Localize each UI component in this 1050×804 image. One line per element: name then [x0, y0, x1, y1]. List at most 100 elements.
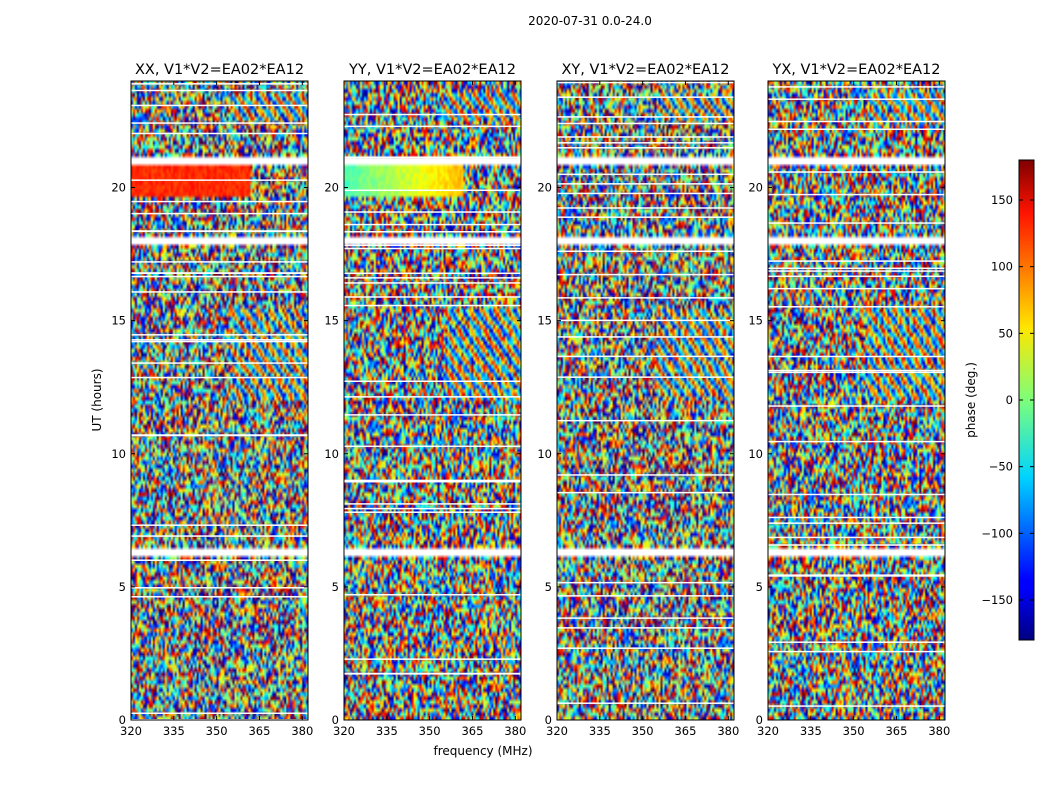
flag-line	[557, 617, 734, 619]
flag-line	[557, 549, 734, 552]
x-tick-label: 365	[248, 724, 270, 738]
flag-line	[344, 503, 521, 505]
x-tick-label: 380	[291, 724, 313, 738]
flag-line	[344, 445, 521, 448]
x-tick-label: 350	[843, 724, 865, 738]
flag-line	[344, 658, 521, 660]
x-tick-label: 335	[589, 724, 611, 738]
flag-line	[768, 120, 945, 123]
flag-line	[557, 136, 734, 138]
flag-line	[344, 160, 521, 162]
flag-line	[768, 275, 945, 278]
flag-line	[557, 336, 734, 338]
phase-heatmap-xx	[131, 81, 308, 720]
flag-line	[768, 222, 945, 224]
flag-line	[768, 260, 945, 262]
x-tick-label: 335	[163, 724, 185, 738]
flag-line	[344, 231, 521, 233]
flag-line	[557, 116, 734, 118]
flag-line	[131, 339, 308, 341]
panel-xx: XX, V1*V2=EA02*EA12 320 335 350 365 380 0 5 10 15…	[111, 62, 313, 738]
flag-line	[131, 83, 308, 85]
axis-labels-group: frequency (MHz) UT (hours)	[90, 368, 533, 758]
y-tick-label: 0	[119, 713, 126, 727]
flag-line	[344, 593, 521, 596]
flag-line	[131, 261, 308, 263]
figure-title: 2020-07-31 0.0-24.0	[528, 14, 652, 28]
flag-line	[344, 507, 521, 510]
flag-line	[768, 641, 945, 643]
flag-line	[131, 122, 308, 124]
flag-line	[344, 673, 521, 675]
axes-frame	[556, 80, 735, 721]
flag-line	[768, 522, 945, 524]
colorbar-tick-label: 100	[991, 260, 1013, 274]
flag-line	[131, 242, 308, 244]
x-tick-label: 335	[376, 724, 398, 738]
panel-yy: YY, V1*V2=EA02*EA12 320 335 350 365 380 0 5 10 15…	[324, 62, 526, 738]
y-tick-label: 5	[756, 580, 763, 594]
flag-line	[131, 104, 308, 107]
x-tick-label: 320	[757, 724, 779, 738]
flag-line	[131, 230, 308, 232]
flag-line	[131, 376, 308, 379]
y-tick-label: 5	[545, 580, 552, 594]
y-tick-label: 20	[748, 181, 763, 195]
phase-heatmap-yx	[768, 81, 945, 720]
flag-line	[557, 192, 734, 195]
flag-line	[131, 272, 308, 274]
flag-line	[557, 142, 734, 144]
flag-line	[557, 122, 734, 125]
flag-line	[768, 493, 945, 496]
flag-line	[131, 179, 308, 181]
flag-line	[344, 396, 521, 398]
flag-line	[557, 183, 734, 185]
flag-line	[768, 267, 945, 270]
flag-line	[344, 277, 521, 279]
colorbar: −150 −100 −50 0 50 100 150 phase (deg.)	[964, 159, 1035, 641]
flag-line	[344, 211, 521, 213]
flag-line	[344, 272, 521, 275]
flag-line	[131, 340, 308, 343]
flag-line	[557, 273, 734, 276]
y-tick-label: 0	[545, 713, 552, 727]
y-axis-label: UT (hours)	[90, 368, 104, 431]
flag-line	[557, 581, 734, 584]
flag-line	[768, 171, 945, 173]
flag-line	[344, 223, 521, 226]
x-tick-label: 320	[333, 724, 355, 738]
flag-line	[131, 535, 308, 537]
colorbar-tick-label: 50	[998, 326, 1013, 340]
flag-line	[344, 296, 521, 298]
x-tick-label: 320	[120, 724, 142, 738]
x-tick-label: 350	[632, 724, 654, 738]
flag-line	[344, 125, 521, 128]
flag-line	[768, 369, 945, 372]
x-tick-label: 380	[717, 724, 739, 738]
y-tick-label: 20	[111, 181, 126, 195]
flag-line	[557, 81, 734, 84]
flag-line	[344, 247, 521, 250]
flag-line	[344, 113, 521, 116]
panel-title: XX, V1*V2=EA02*EA12	[135, 62, 304, 78]
flag-line	[344, 380, 521, 383]
x-axis-label: frequency (MHz)	[433, 744, 532, 758]
x-tick-label: 365	[885, 724, 907, 738]
flag-line	[344, 511, 521, 513]
axes-frame	[767, 80, 946, 721]
flag-line	[557, 355, 734, 358]
phase-heatmap-yy	[344, 81, 521, 720]
panels-group: XX, V1*V2=EA02*EA12 320 335 350 365 380 0 5 10 15…	[111, 62, 950, 738]
flag-line	[557, 595, 734, 597]
flag-line	[131, 291, 308, 293]
x-tick-label: 350	[206, 724, 228, 738]
y-tick-label: 0	[756, 713, 763, 727]
flag-line	[131, 89, 308, 92]
flag-line	[768, 574, 945, 576]
flag-line	[768, 193, 945, 196]
flag-line	[768, 405, 945, 407]
flag-line	[557, 147, 734, 149]
flag-line	[557, 250, 734, 252]
